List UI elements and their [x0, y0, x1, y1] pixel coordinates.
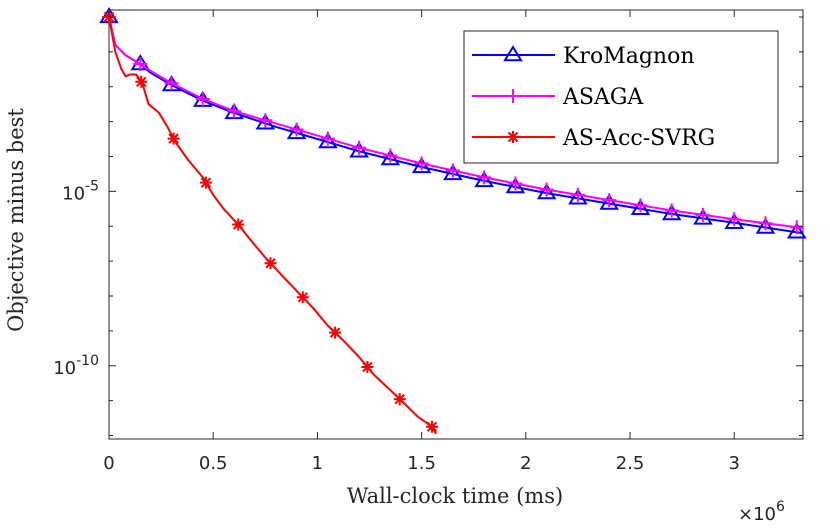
data-point: [199, 176, 212, 189]
data-point: [755, 217, 776, 234]
data-point: [320, 131, 335, 146]
data-point: [445, 163, 460, 178]
data-point: [133, 57, 148, 72]
data-point: [289, 122, 304, 137]
y-axis-title: Objective minus best: [4, 108, 28, 332]
y-tick-label-exponent: -5: [85, 178, 99, 194]
data-point: [789, 220, 804, 235]
data-point: [568, 188, 588, 205]
x-tick-label: 1.5: [407, 453, 436, 474]
data-point: [296, 291, 309, 304]
x-tick-label: 1: [312, 453, 323, 474]
data-point: [693, 208, 713, 225]
series-layer: [99, 7, 807, 435]
data-point: [258, 113, 273, 128]
data-point: [349, 141, 369, 158]
data-point: [536, 183, 557, 200]
data-point: [329, 326, 342, 339]
legend-label: AS-Acc-SVRG: [562, 126, 715, 151]
x-tick-label: 0.5: [199, 453, 228, 474]
data-point: [383, 148, 398, 163]
y-tick-label-base: 10: [62, 183, 85, 204]
data-point: [661, 204, 682, 221]
data-point: [380, 149, 401, 166]
data-point: [352, 140, 367, 155]
x-tick-label: 3: [728, 453, 739, 474]
legend-label: ASAGA: [562, 85, 644, 110]
data-point: [724, 212, 745, 229]
y-tick-label-exponent: -10: [76, 353, 99, 369]
data-point: [727, 212, 742, 227]
data-point: [414, 156, 429, 171]
y-tick-label: 10-10: [53, 353, 99, 379]
x-multiplier-exponent: 6: [776, 499, 785, 515]
data-point: [164, 76, 179, 91]
axis-ticks: 0 0.5 1 1.5 2 2.5 310-510-10: [53, 10, 803, 474]
legend-label: KroMagnon: [563, 44, 695, 69]
data-point: [570, 187, 585, 202]
data-point: [361, 361, 374, 374]
data-point: [695, 207, 710, 222]
data-point: [758, 216, 773, 231]
x-multiplier-base: ×10: [738, 504, 776, 525]
data-point: [411, 157, 432, 174]
legend-marker: [503, 45, 523, 62]
y-tick-label-base: 10: [53, 358, 76, 379]
y-tick-label: 10-5: [62, 178, 99, 204]
data-point: [508, 176, 523, 191]
series-line: [108, 16, 438, 435]
legend-entry: ASAGA: [472, 85, 644, 110]
legend-entry: KroMagnon: [472, 44, 695, 69]
data-point: [264, 257, 277, 270]
data-point: [505, 177, 526, 194]
data-point: [539, 182, 554, 197]
x-tick-label: 2.5: [616, 453, 645, 474]
data-point: [477, 170, 492, 185]
x-multiplier: ×106: [738, 499, 785, 525]
legend-entry: AS-Acc-SVRG: [472, 126, 715, 151]
x-axis-title: Wall-clock time (ms): [347, 484, 563, 508]
data-point: [443, 163, 463, 181]
data-point: [232, 218, 245, 231]
legend: KroMagnon ASAGA AS-Acc-SVRG: [463, 30, 779, 164]
data-point: [602, 193, 617, 208]
data-point: [474, 170, 494, 188]
data-point: [664, 203, 679, 218]
legend-marker: [506, 89, 520, 103]
data-point: [227, 104, 242, 119]
data-point: [426, 420, 439, 433]
data-point: [599, 193, 619, 210]
series-asaga: [102, 9, 804, 235]
data-point: [633, 198, 648, 213]
legend-marker: [507, 131, 519, 143]
data-point: [786, 222, 807, 239]
data-point: [393, 393, 406, 406]
x-tick-label: 0: [103, 453, 114, 474]
x-tick-label: 2: [520, 453, 531, 474]
data-point: [195, 91, 210, 106]
data-point: [167, 132, 180, 145]
data-point: [630, 198, 651, 216]
data-point: [135, 75, 148, 88]
